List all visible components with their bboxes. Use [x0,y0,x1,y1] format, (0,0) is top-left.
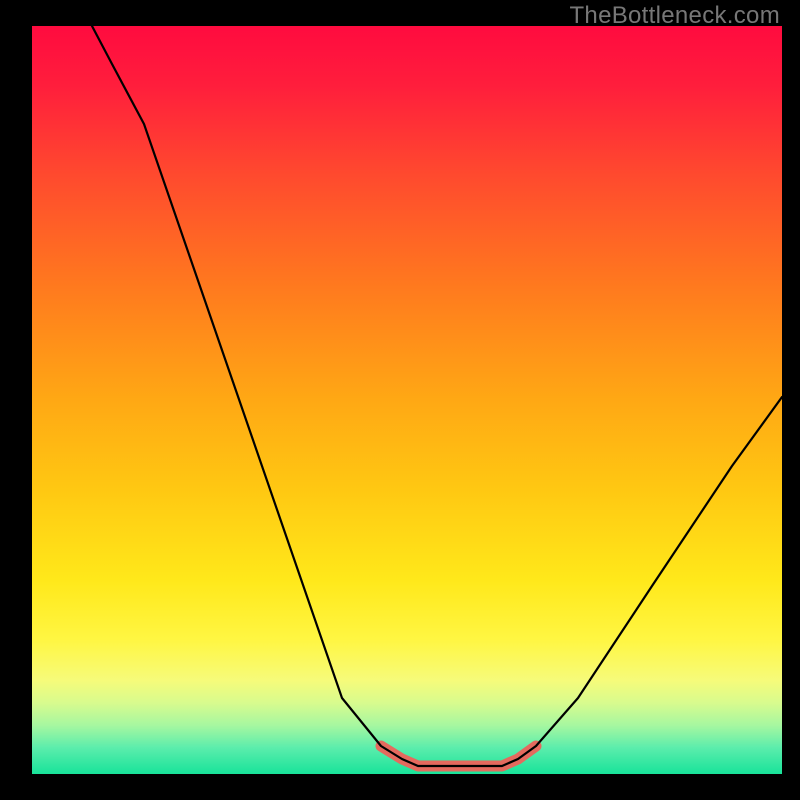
bottleneck-curve [92,26,782,766]
curve-highlight [381,746,536,766]
curve-layer [32,26,782,774]
plot-area [32,26,782,774]
watermark-text: TheBottleneck.com [569,2,780,30]
chart-frame: TheBottleneck.com [0,0,800,800]
